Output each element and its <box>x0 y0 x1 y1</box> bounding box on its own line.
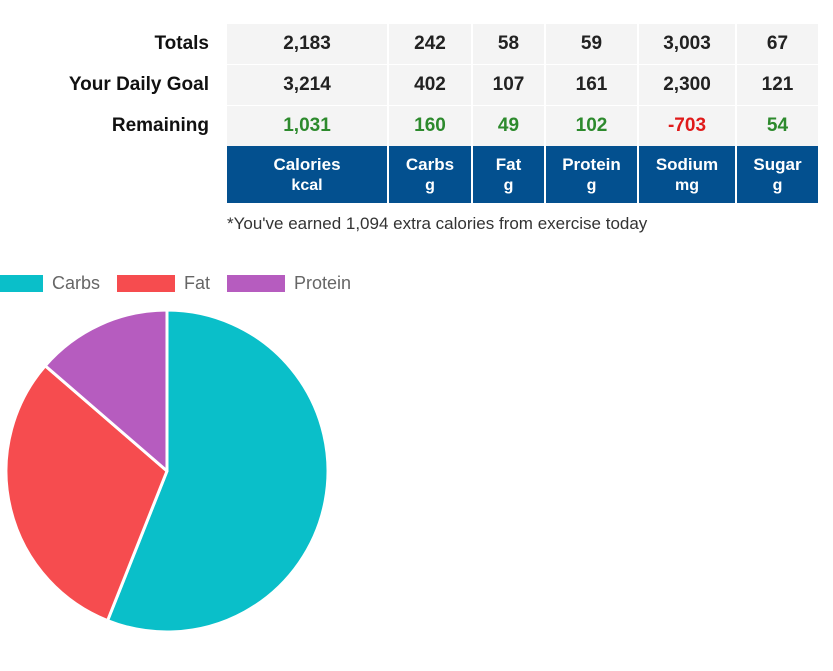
column-header-carbs: Carbs g <box>389 146 471 203</box>
remaining-protein: 102 <box>546 106 637 146</box>
column-header-sodium: Sodium mg <box>639 146 735 203</box>
pie-slice-carbs[interactable] <box>106 308 330 634</box>
macro-pie-chart <box>4 308 330 634</box>
goal-fat: 107 <box>473 65 544 105</box>
column-name: Carbs <box>405 154 455 174</box>
column-header-protein: Protein g <box>546 146 637 203</box>
column-unit: g <box>772 176 783 194</box>
legend-swatch-fat <box>117 274 175 292</box>
remaining-fat: 49 <box>473 106 544 146</box>
remaining-sugar: 54 <box>737 106 818 146</box>
legend-label: Fat <box>184 272 211 293</box>
remaining-carbs: 160 <box>389 106 471 146</box>
column-header-sugar: Sugar g <box>737 146 818 203</box>
totals-sugar: 67 <box>737 24 818 64</box>
legend-swatch-carbs <box>0 274 43 292</box>
column-unit: mg <box>675 176 699 194</box>
column-name: Calories <box>273 154 341 174</box>
column-name: Protein <box>562 154 621 174</box>
remaining-calories: 1,031 <box>227 106 387 146</box>
totals-calories: 2,183 <box>227 24 387 64</box>
pie-slice-fat[interactable] <box>4 364 169 623</box>
legend-item-fat[interactable]: Fat <box>117 273 210 293</box>
legend-label: Carbs <box>52 272 101 293</box>
column-unit: g <box>586 176 597 194</box>
column-unit: g <box>503 176 514 194</box>
pie-slice-protein[interactable] <box>43 308 169 473</box>
row-label-remaining: Remaining <box>111 115 209 136</box>
totals-sodium: 3,003 <box>639 24 735 64</box>
column-header-fat: Fat g <box>473 146 544 203</box>
goal-carbs: 402 <box>389 65 471 105</box>
column-unit: g <box>425 176 435 194</box>
row-label-totals: Totals <box>154 33 209 54</box>
legend-label: Protein <box>294 272 352 293</box>
legend-item-protein[interactable]: Protein <box>227 273 351 293</box>
totals-fat: 58 <box>473 24 544 64</box>
goal-sodium: 2,300 <box>639 65 735 105</box>
column-name: Fat <box>495 154 522 174</box>
goal-calories: 3,214 <box>227 65 387 105</box>
totals-protein: 59 <box>546 24 637 64</box>
column-name: Sugar <box>753 154 802 174</box>
legend-item-carbs[interactable]: Carbs <box>0 273 100 293</box>
column-name: Sodium <box>655 154 719 174</box>
totals-carbs: 242 <box>389 24 471 64</box>
exercise-footnote: *You've earned 1,094 extra calories from… <box>227 214 648 233</box>
remaining-sodium: -703 <box>639 106 735 146</box>
column-unit: kcal <box>291 176 323 194</box>
legend-swatch-protein <box>227 274 285 292</box>
goal-protein: 161 <box>546 65 637 105</box>
column-header-calories: Calories kcal <box>227 146 387 203</box>
goal-sugar: 121 <box>737 65 818 105</box>
row-label-daily-goal: Your Daily Goal <box>68 74 209 95</box>
